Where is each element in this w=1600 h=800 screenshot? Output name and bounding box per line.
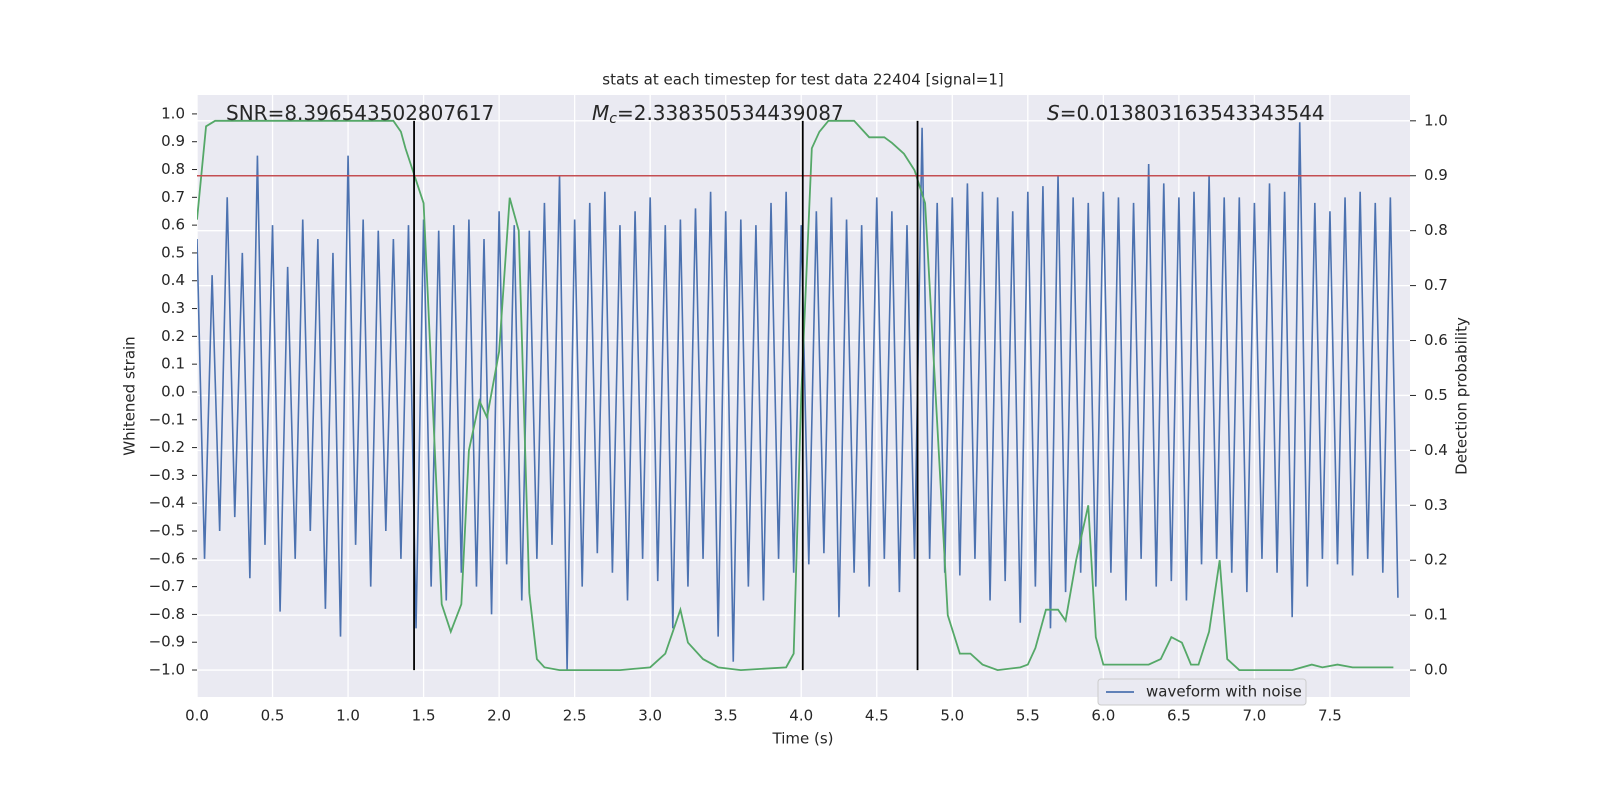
y2-tick-label: 0.3 [1424, 496, 1448, 514]
y-tick-label: 0.7 [161, 188, 185, 206]
y2-tick-label: 0.5 [1424, 386, 1448, 404]
annotation-subscript: c [609, 111, 617, 127]
y2-tick-label: 0.7 [1424, 276, 1448, 294]
y-tick-label: −0.6 [149, 549, 185, 567]
annotation-symbol: S [1047, 101, 1060, 125]
y-tick-label: 0.9 [161, 132, 185, 150]
y-tick-label: 0.8 [161, 160, 185, 178]
x-tick-label: 3.5 [714, 707, 738, 725]
x-tick-label: 4.0 [789, 707, 813, 725]
y-tick-label: 0.0 [161, 382, 185, 400]
x-tick-label: 0.0 [185, 707, 209, 725]
series-line [197, 119, 1394, 672]
y-tick-label: −0.8 [149, 605, 185, 623]
x-tick-label: 1.5 [412, 707, 436, 725]
y-tick-label: 0.3 [161, 299, 185, 317]
y-tick-label: 0.2 [161, 327, 185, 345]
y-tick-label: 0.4 [161, 271, 185, 289]
legend-label: waveform with noise [1146, 683, 1302, 701]
y2-tick-label: 0.0 [1424, 661, 1448, 679]
chart-title: stats at each timestep for test data 224… [602, 71, 1003, 89]
y-tick-label: −0.9 [149, 633, 185, 651]
x-tick-label: 5.5 [1016, 707, 1040, 725]
x-tick-label: 5.0 [940, 707, 964, 725]
y-tick-label: −0.5 [149, 521, 185, 539]
y-tick-label: −0.2 [149, 438, 185, 456]
x-tick-label: 6.5 [1167, 707, 1191, 725]
x-tick-label: 6.0 [1091, 707, 1115, 725]
y2-tick-label: 0.8 [1424, 221, 1448, 239]
y-tick-label: −0.7 [149, 577, 185, 595]
annotation-symbol: M [592, 101, 609, 125]
x-tick-label: 7.5 [1318, 707, 1342, 725]
y-tick-label: 1.0 [161, 104, 185, 122]
y-tick-label: 0.1 [161, 355, 185, 373]
x-tick-label: 1.0 [336, 707, 360, 725]
annotation: SNR=8.396543502807617 [226, 101, 494, 125]
x-tick-label: 7.0 [1242, 707, 1266, 725]
annotation: Mc=2.338350534439087 [592, 101, 844, 128]
x-axis-label: Time (s) [772, 730, 834, 748]
x-tick-label: 2.5 [563, 707, 587, 725]
y-tick-label: −1.0 [149, 661, 185, 679]
annotation-value: =2.338350534439087 [617, 101, 844, 125]
series-line [197, 122, 1399, 671]
x-tick-label: 0.5 [261, 707, 285, 725]
y-tick-label: −0.1 [149, 410, 185, 428]
y-tick-label: 0.6 [161, 216, 185, 234]
annotation-value: =8.396543502807617 [268, 101, 495, 125]
y2-tick-label: 0.6 [1424, 331, 1448, 349]
legend-box [1097, 678, 1307, 706]
y2-tick-label: 0.9 [1424, 166, 1448, 184]
annotation-value: =0.013803163543343544 [1060, 101, 1325, 125]
annotation: S=0.013803163543343544 [1047, 101, 1325, 125]
y-axis-label: Whitened strain [121, 336, 139, 455]
plot-layer [197, 119, 1410, 672]
y2-tick-label: 0.1 [1424, 606, 1448, 624]
y-tick-label: 0.5 [161, 243, 185, 261]
x-tick-label: 3.0 [638, 707, 662, 725]
x-tick-label: 4.5 [865, 707, 889, 725]
y-tick-label: −0.4 [149, 494, 185, 512]
y2-axis-label: Detection probability [1453, 317, 1471, 475]
y-tick-label: −0.3 [149, 466, 185, 484]
y2-tick-label: 0.2 [1424, 551, 1448, 569]
x-tick-label: 2.0 [487, 707, 511, 725]
y2-tick-label: 0.4 [1424, 441, 1448, 459]
y2-tick-label: 1.0 [1424, 111, 1448, 129]
annotation-symbol: SNR [226, 101, 268, 125]
